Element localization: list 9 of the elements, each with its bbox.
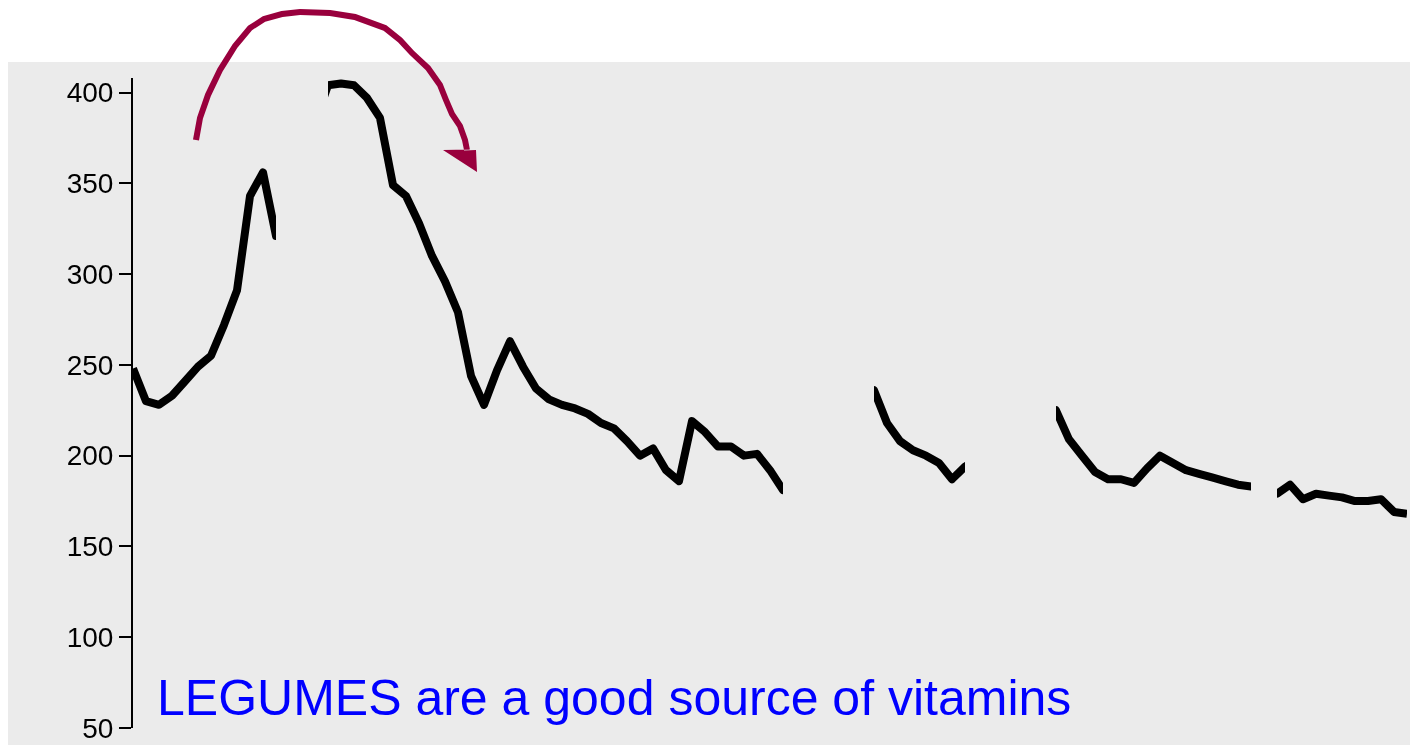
annotation: LEGUMES are a good source of vitamins [157,670,1072,726]
y-tick-label: 200 [66,440,114,472]
y-tick-label: 400 [66,77,114,109]
y-tick-label: 100 [66,622,114,654]
y-tick-label: 300 [66,258,114,290]
y-tick-label: 150 [66,531,114,563]
y-tick-label: 50 [82,712,114,744]
y-tick-label: 350 [66,168,114,200]
y-tick-label: 250 [66,349,114,381]
